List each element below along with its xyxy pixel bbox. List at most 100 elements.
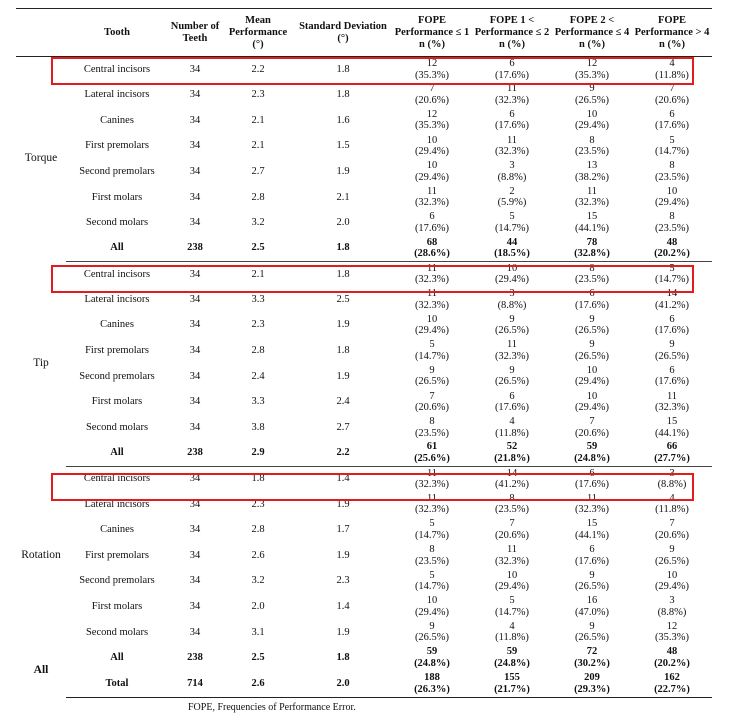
tooth-name-cell: Second premolars xyxy=(79,165,155,177)
tooth-name-cell: Central incisors xyxy=(83,473,151,485)
mean-performance-cell: 2.8 xyxy=(251,191,265,203)
percent-value: (44.1%) xyxy=(574,222,610,234)
count-value: 59 xyxy=(506,646,518,658)
number-of-teeth-cell: 34 xyxy=(189,575,201,587)
dimension-label: Torque xyxy=(24,152,58,165)
fope-le-1-cell: 10 (29.4%) xyxy=(392,594,472,620)
percent-value: (20.6%) xyxy=(574,427,610,439)
percent-value: (38.2%) xyxy=(574,171,610,183)
fope-le-1-cell: 12 (35.3%) xyxy=(392,57,472,83)
header-standard-deviation: Standard Deviation (°) xyxy=(294,8,392,57)
count-value: 9 xyxy=(589,620,595,632)
percent-value: (26.5%) xyxy=(494,325,530,337)
percent-value: (24.8%) xyxy=(574,452,610,464)
tooth-name-cell: Second premolars xyxy=(79,370,155,382)
count-value: 8 xyxy=(589,262,595,274)
count-value: 4 xyxy=(509,416,515,428)
table-row: Canines 34 2.3 1.9 10 (29.4%) 9 (26.5%) 9 (26.5%)… xyxy=(16,312,712,338)
fope-2-4-cell: 6 (17.6%) xyxy=(552,287,632,313)
count-value: 7 xyxy=(589,416,595,428)
count-value: 9 xyxy=(589,339,595,351)
tooth-name-cell: All xyxy=(110,652,124,664)
fope-1-2-cell: 5 (14.7%) xyxy=(472,210,552,236)
percent-value: (29.4%) xyxy=(574,120,610,132)
fope-1-2-cell: 155 (21.7%) xyxy=(472,670,552,698)
table-row: First molars 34 2.8 2.1 11 (32.3%) 2 (5.9%) 11 (3… xyxy=(16,184,712,210)
header-fope-le-1: FOPE Performance ≤ 1 n (%) xyxy=(392,8,472,57)
count-value: 4 xyxy=(669,492,675,504)
percent-value: (23.5%) xyxy=(574,146,610,158)
count-value: 61 xyxy=(426,441,438,453)
fope-le-1-cell: 11 (32.3%) xyxy=(392,184,472,210)
count-value: 15 xyxy=(666,416,678,428)
count-value: 10 xyxy=(666,185,678,197)
mean-performance-cell: 2.5 xyxy=(251,652,265,664)
percent-value: (14.7%) xyxy=(414,529,450,541)
count-value: 6 xyxy=(429,211,435,223)
percent-value: (18.5%) xyxy=(494,248,530,260)
percent-value: (14.7%) xyxy=(494,222,530,234)
header-row: Tooth Number of Teeth Mean Performance (… xyxy=(16,8,712,57)
fope-le-1-cell: 11 (32.3%) xyxy=(392,287,472,313)
percent-value: (29.4%) xyxy=(654,197,690,209)
tooth-name-cell: Second molars xyxy=(85,217,149,229)
fope-2-4-cell: 6 (17.6%) xyxy=(552,466,632,492)
percent-value: (29.4%) xyxy=(654,581,690,593)
header-number-of-teeth: Number of Teeth xyxy=(168,8,222,57)
number-of-teeth-cell: 34 xyxy=(189,89,201,101)
number-of-teeth-cell: 34 xyxy=(189,63,201,75)
percent-value: (26.5%) xyxy=(574,350,610,362)
percent-value: (26.5%) xyxy=(574,632,610,644)
count-value: 10 xyxy=(666,569,678,581)
table-row: All 238 2.5 1.8 68 (28.6%) 44 (18.5%) 78 (32.8%) 4… xyxy=(16,235,712,262)
fope-gt-4-cell: 8 (23.5%) xyxy=(632,159,712,185)
fope-le-1-cell: 12 (35.3%) xyxy=(392,108,472,134)
count-value: 4 xyxy=(669,58,675,70)
number-of-teeth-cell: 238 xyxy=(168,235,222,262)
count-value: 8 xyxy=(509,492,515,504)
table-row: All 238 2.9 2.2 61 (25.6%) 52 (21.8%) 59 (24.8%) 6… xyxy=(16,440,712,467)
percent-value: (28.6%) xyxy=(414,248,450,260)
percent-value: (29.4%) xyxy=(414,606,450,618)
fope-gt-4-cell: 9 (26.5%) xyxy=(632,338,712,364)
count-value: 10 xyxy=(586,390,598,402)
percent-value: (17.6%) xyxy=(654,120,690,132)
fope-2-4-cell: 11 (32.3%) xyxy=(552,184,632,210)
fope-2-4-cell: 9 (26.5%) xyxy=(552,312,632,338)
header-tooth: Tooth xyxy=(66,8,168,57)
count-value: 13 xyxy=(586,160,598,172)
table-row: Rotation Central incisors 34 1.8 1.4 11 (32.3%… xyxy=(16,466,712,561)
count-value: 5 xyxy=(429,339,435,351)
tooth-name-cell: First premolars xyxy=(85,549,149,561)
tooth-name-cell: Central incisors xyxy=(83,268,151,280)
count-value: 5 xyxy=(669,134,675,146)
percent-value: (29.4%) xyxy=(414,325,450,337)
fope-1-2-cell: 6 (17.6%) xyxy=(472,57,552,83)
mean-performance-cell: 2.7 xyxy=(251,165,265,177)
fope-1-2-cell: 52 (21.8%) xyxy=(472,440,552,467)
count-value: 8 xyxy=(669,211,675,223)
fope-gt-4-cell: 4 (11.8%) xyxy=(632,492,712,518)
count-value: 48 xyxy=(666,236,678,248)
number-of-teeth-cell: 34 xyxy=(189,140,201,152)
count-value: 5 xyxy=(509,595,515,607)
count-value: 8 xyxy=(429,544,435,556)
mean-performance-cell: 3.2 xyxy=(251,217,265,229)
fope-1-2-cell: 59 (24.8%) xyxy=(472,645,552,671)
percent-value: (17.6%) xyxy=(654,325,690,337)
mean-performance-cell: 2.9 xyxy=(222,440,294,467)
standard-deviation-cell: 1.9 xyxy=(336,626,350,638)
percent-value: (32.3%) xyxy=(654,402,690,414)
tooth-name-cell: First premolars xyxy=(85,345,149,357)
count-value: 7 xyxy=(429,390,435,402)
percent-value: (17.6%) xyxy=(574,299,610,311)
number-of-teeth-cell: 714 xyxy=(168,670,222,698)
tooth-name-cell: Lateral incisors xyxy=(84,293,150,305)
number-of-teeth-cell: 34 xyxy=(189,524,201,536)
fope-2-4-cell: 9 (26.5%) xyxy=(552,620,632,646)
count-value: 9 xyxy=(669,339,675,351)
fope-2-4-cell: 9 (26.5%) xyxy=(552,568,632,594)
fope-1-2-cell: 10 (29.4%) xyxy=(472,261,552,287)
fope-gt-4-cell: 6 (17.6%) xyxy=(632,312,712,338)
percent-value: (29.4%) xyxy=(494,274,530,286)
